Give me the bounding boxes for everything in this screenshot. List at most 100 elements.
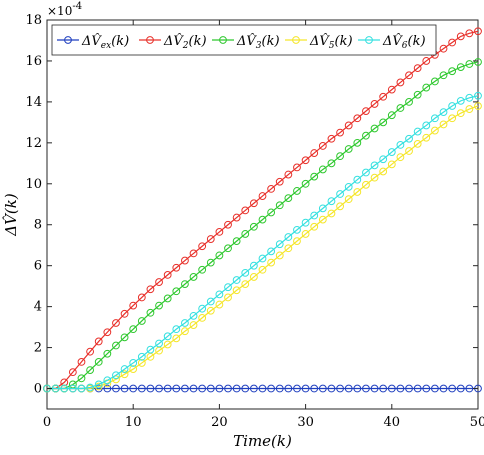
legend-label: ΔV̂6(k): [382, 33, 426, 51]
data-point: [310, 149, 319, 157]
data-point: [137, 293, 146, 302]
legend-label: ΔV̂5(k): [309, 33, 353, 51]
data-point: [387, 111, 396, 120]
x-tick-label: 50: [470, 415, 484, 430]
data-point: [103, 349, 112, 358]
data-point: [370, 124, 379, 133]
data-point: [318, 204, 327, 213]
data-point: [344, 384, 353, 393]
data-point: [370, 100, 379, 108]
data-point: [249, 273, 258, 281]
data-point: [284, 384, 293, 393]
data-point: [249, 199, 258, 208]
data-point: [310, 172, 319, 181]
data-point: [318, 384, 327, 393]
x-tick-label: 20: [211, 415, 228, 430]
data-point: [146, 384, 155, 393]
legend-box: [51, 24, 437, 56]
data-point: [60, 378, 69, 387]
y-tick-label: 16: [25, 54, 42, 69]
data-point: [224, 220, 232, 229]
data-point: [396, 384, 405, 393]
data-point: [439, 108, 448, 117]
data-point: [189, 273, 198, 281]
data-point: [163, 332, 172, 341]
data-point: [94, 382, 103, 391]
data-point: [181, 327, 189, 336]
data-point: [241, 384, 250, 393]
plot-area-border: [46, 19, 479, 410]
data-point: [284, 194, 293, 203]
data-point: [474, 58, 482, 66]
data-point: [336, 152, 344, 161]
legend-entry-3: ΔV̂3(k): [212, 33, 280, 51]
data-point: [94, 358, 103, 366]
data-point: [198, 313, 207, 322]
y-axis-title: ΔV̂(k): [2, 193, 20, 237]
x-tick-label: 40: [384, 415, 401, 430]
data-point: [103, 376, 112, 385]
data-point: [258, 384, 267, 393]
data-point: [68, 368, 77, 377]
y-exponent-label: ×10-4: [47, 1, 82, 18]
data-point: [241, 268, 250, 277]
data-point: [465, 29, 474, 38]
data-point: [120, 370, 129, 379]
data-point: [129, 365, 138, 373]
data-point: [379, 118, 388, 127]
ticks-layer: 0 10 20 30 40 50 0 2 4 6 8 10 12 14 16 18: [25, 13, 484, 430]
data-point: [155, 301, 163, 310]
data-point: [163, 340, 172, 349]
data-point: [146, 345, 155, 354]
data-point: [103, 328, 112, 337]
data-point: [215, 300, 224, 309]
data-point: [258, 192, 267, 200]
data-point: [275, 251, 284, 260]
data-point: [181, 319, 189, 327]
data-point: [327, 159, 336, 168]
data-point: [198, 384, 207, 393]
data-point: [249, 384, 258, 393]
data-point: [439, 120, 448, 129]
data-point: [112, 341, 120, 350]
data-point: [137, 384, 146, 393]
legend-entry-2: ΔV̂2(k): [139, 33, 207, 51]
data-point: [120, 333, 129, 342]
data-point: [249, 222, 258, 231]
data-point: [94, 337, 103, 346]
data-point: [474, 91, 482, 100]
data-point: [172, 334, 181, 343]
legend-swatch-marker: [64, 36, 72, 44]
data-point: [189, 384, 198, 393]
data-point: [422, 83, 431, 92]
legend-entry-6: ΔV̂6(k): [358, 33, 426, 51]
data-point: [224, 244, 232, 253]
data-point: [413, 64, 422, 73]
legend-swatch-marker: [292, 36, 300, 44]
data-point: [293, 163, 301, 172]
data-point: [465, 384, 474, 393]
data-point: [396, 140, 405, 149]
data-point: [456, 32, 465, 41]
data-point: [405, 71, 413, 80]
data-point: [258, 254, 267, 263]
data-point: [137, 359, 146, 367]
data-point: [387, 160, 396, 169]
data-point: [301, 156, 310, 165]
data-point: [327, 134, 336, 143]
data-point: [405, 384, 413, 393]
data-point: [387, 85, 396, 94]
y-tick-label: 14: [25, 95, 42, 110]
data-point: [353, 175, 362, 184]
y-tick-label: 8: [34, 218, 42, 233]
y-tick-label: 10: [25, 177, 42, 192]
x-tick-label: 0: [43, 415, 51, 430]
plot-frame: [46, 19, 479, 410]
data-point: [86, 347, 94, 356]
data-point: [94, 380, 103, 389]
data-point: [129, 301, 138, 310]
data-point: [206, 235, 215, 243]
data-point: [129, 384, 138, 393]
